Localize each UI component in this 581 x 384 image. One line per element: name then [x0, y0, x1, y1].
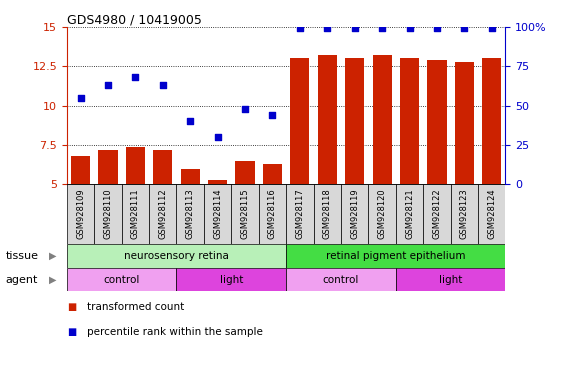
- Bar: [67, 184, 94, 244]
- Text: ▶: ▶: [49, 275, 56, 285]
- Bar: [423, 184, 451, 244]
- Text: GDS4980 / 10419005: GDS4980 / 10419005: [67, 13, 202, 26]
- Bar: [259, 184, 286, 244]
- Point: [378, 25, 387, 31]
- Bar: [314, 184, 341, 244]
- Bar: [94, 184, 121, 244]
- Text: control: control: [103, 275, 140, 285]
- Text: GSM928122: GSM928122: [432, 189, 442, 239]
- Bar: [177, 184, 204, 244]
- Point: [295, 25, 304, 31]
- Point: [103, 82, 113, 88]
- Bar: [286, 268, 396, 291]
- Text: control: control: [323, 275, 359, 285]
- Point: [185, 118, 195, 124]
- Text: GSM928116: GSM928116: [268, 189, 277, 240]
- Bar: [428, 60, 447, 263]
- Point: [460, 25, 469, 31]
- Text: transformed count: transformed count: [87, 302, 184, 312]
- Bar: [153, 150, 173, 263]
- Text: GSM928120: GSM928120: [378, 189, 386, 239]
- Bar: [204, 184, 231, 244]
- Text: GSM928121: GSM928121: [405, 189, 414, 239]
- Bar: [125, 147, 145, 263]
- Bar: [263, 164, 282, 263]
- Bar: [455, 61, 474, 263]
- Bar: [318, 55, 337, 263]
- Text: GSM928119: GSM928119: [350, 189, 359, 239]
- Bar: [368, 184, 396, 244]
- Bar: [372, 55, 392, 263]
- Bar: [341, 184, 368, 244]
- Bar: [478, 184, 505, 244]
- Bar: [482, 58, 501, 263]
- Bar: [286, 184, 314, 244]
- Point: [241, 106, 250, 112]
- Bar: [67, 268, 177, 291]
- Bar: [396, 184, 423, 244]
- Text: GSM928114: GSM928114: [213, 189, 222, 239]
- Text: ■: ■: [67, 327, 76, 337]
- Text: GSM928109: GSM928109: [76, 189, 85, 239]
- Text: ■: ■: [67, 302, 76, 312]
- Point: [350, 25, 359, 31]
- Bar: [177, 268, 286, 291]
- Bar: [290, 58, 310, 263]
- Bar: [235, 161, 254, 263]
- Text: GSM928110: GSM928110: [103, 189, 113, 239]
- Bar: [286, 244, 505, 268]
- Text: GSM928117: GSM928117: [295, 189, 304, 240]
- Bar: [400, 58, 419, 263]
- Text: light: light: [439, 275, 462, 285]
- Point: [131, 74, 140, 80]
- Text: GSM928112: GSM928112: [158, 189, 167, 239]
- Point: [268, 112, 277, 118]
- Point: [405, 25, 414, 31]
- Text: GSM928124: GSM928124: [487, 189, 496, 239]
- Text: percentile rank within the sample: percentile rank within the sample: [87, 327, 263, 337]
- Bar: [121, 184, 149, 244]
- Bar: [98, 150, 117, 263]
- Bar: [396, 268, 505, 291]
- Bar: [208, 180, 227, 263]
- Bar: [345, 58, 364, 263]
- Point: [213, 134, 223, 140]
- Text: GSM928111: GSM928111: [131, 189, 140, 239]
- Bar: [71, 156, 90, 263]
- Text: ▶: ▶: [49, 251, 56, 261]
- Text: GSM928123: GSM928123: [460, 189, 469, 240]
- Bar: [451, 184, 478, 244]
- Point: [322, 25, 332, 31]
- Text: neurosensory retina: neurosensory retina: [124, 251, 229, 261]
- Point: [158, 82, 167, 88]
- Point: [432, 25, 442, 31]
- Bar: [181, 169, 200, 263]
- Text: GSM928118: GSM928118: [323, 189, 332, 240]
- Text: GSM928115: GSM928115: [241, 189, 249, 239]
- Text: agent: agent: [6, 275, 38, 285]
- Text: tissue: tissue: [6, 251, 39, 261]
- Point: [487, 25, 496, 31]
- Text: GSM928113: GSM928113: [186, 189, 195, 240]
- Text: light: light: [220, 275, 243, 285]
- Point: [76, 95, 85, 101]
- Bar: [149, 184, 177, 244]
- Text: retinal pigment epithelium: retinal pigment epithelium: [326, 251, 465, 261]
- Bar: [231, 184, 259, 244]
- Bar: [67, 244, 286, 268]
